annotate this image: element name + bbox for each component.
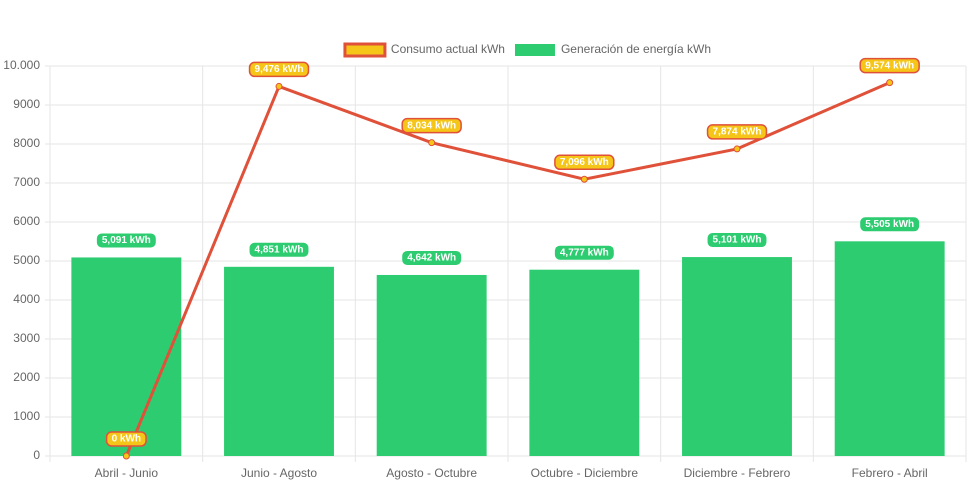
value-label: 4,777 kWh (554, 245, 614, 260)
value-label: 4,851 kWh (249, 242, 309, 257)
value-label: 7,874 kWh (706, 124, 768, 140)
value-label-box (554, 154, 615, 171)
value-label: 8,034 kWh (401, 117, 462, 134)
value-label-text: 4,777 kWh (560, 247, 609, 258)
value-label-box (401, 117, 462, 134)
value-label: 4,642 kWh (402, 250, 462, 265)
value-label-box (860, 217, 920, 232)
y-tick-label: 0 (33, 448, 40, 462)
value-label-text: 7,874 kWh (713, 127, 762, 138)
point (275, 82, 283, 90)
y-tick-label: 8000 (13, 136, 40, 150)
y-tick-label: 7000 (13, 175, 40, 189)
value-label-text: 5,101 kWh (713, 235, 762, 246)
point (428, 139, 436, 147)
point (733, 145, 741, 153)
value-label: 0 kWh (105, 431, 147, 447)
value-label-box (248, 61, 310, 78)
x-tick-label: Octubre - Diciembre (531, 466, 639, 480)
value-label-box (105, 431, 147, 447)
value-label: 9,476 kWh (248, 61, 310, 78)
value-label-text: 4,851 kWh (255, 244, 304, 255)
point (886, 79, 894, 87)
legend-item: Generación de energía kWh (514, 42, 711, 56)
y-tick-label: 1000 (13, 409, 40, 423)
y-tick-label: 10.000 (3, 58, 40, 72)
value-label: 5,101 kWh (707, 233, 767, 248)
legend: Consumo actual kWh Generación de energía … (343, 42, 711, 58)
value-label-box (96, 233, 156, 248)
legend-label: Consumo actual kWh (391, 42, 505, 56)
value-label-box (249, 242, 309, 257)
value-label-text: 7,096 kWh (560, 157, 609, 168)
value-label: 7,096 kWh (554, 154, 615, 171)
x-tick-label: Abril - Junio (95, 466, 159, 480)
x-tick-label: Diciembre - Febrero (684, 466, 791, 480)
value-label-text: 4,642 kWh (407, 253, 456, 264)
bar (224, 266, 334, 456)
value-label-box (554, 245, 614, 260)
value-label-box (859, 57, 920, 74)
x-tick-label: Febrero - Abril (852, 466, 928, 480)
point (580, 175, 588, 183)
value-label-text: 8,034 kWh (407, 120, 456, 131)
value-label: 5,505 kWh (860, 217, 920, 232)
y-tick-label: 5000 (13, 253, 40, 267)
legend-swatch (343, 42, 387, 58)
value-label-box (707, 233, 767, 248)
value-label: 9,574 kWh (859, 57, 920, 74)
y-tick-label: 4000 (13, 292, 40, 306)
legend-item: Consumo actual kWh (343, 42, 505, 58)
value-label-box (402, 250, 462, 265)
y-tick-label: 2000 (13, 370, 40, 384)
value-label-text: 9,574 kWh (865, 60, 914, 71)
value-label-box (706, 124, 768, 140)
bar (71, 257, 182, 456)
y-tick-label: 3000 (13, 331, 40, 345)
y-tick-label: 9000 (13, 97, 40, 111)
value-label-text: 0 kWh (112, 434, 141, 445)
bar (376, 274, 487, 456)
value-label-text: 9,476 kWh (255, 64, 304, 75)
legend-swatch (514, 44, 555, 56)
y-tick-label: 6000 (13, 214, 40, 228)
bar (529, 269, 640, 456)
point (122, 452, 130, 460)
value-label-text: 5,091 kWh (102, 235, 151, 246)
x-tick-label: Junio - Agosto (241, 466, 317, 480)
value-label: 5,091 kWh (96, 233, 156, 248)
bar (834, 241, 945, 456)
x-tick-label: Agosto - Octubre (386, 466, 477, 480)
value-label-text: 5,505 kWh (865, 219, 914, 230)
legend-label: Generación de energía kWh (561, 42, 711, 56)
bar (682, 257, 792, 456)
